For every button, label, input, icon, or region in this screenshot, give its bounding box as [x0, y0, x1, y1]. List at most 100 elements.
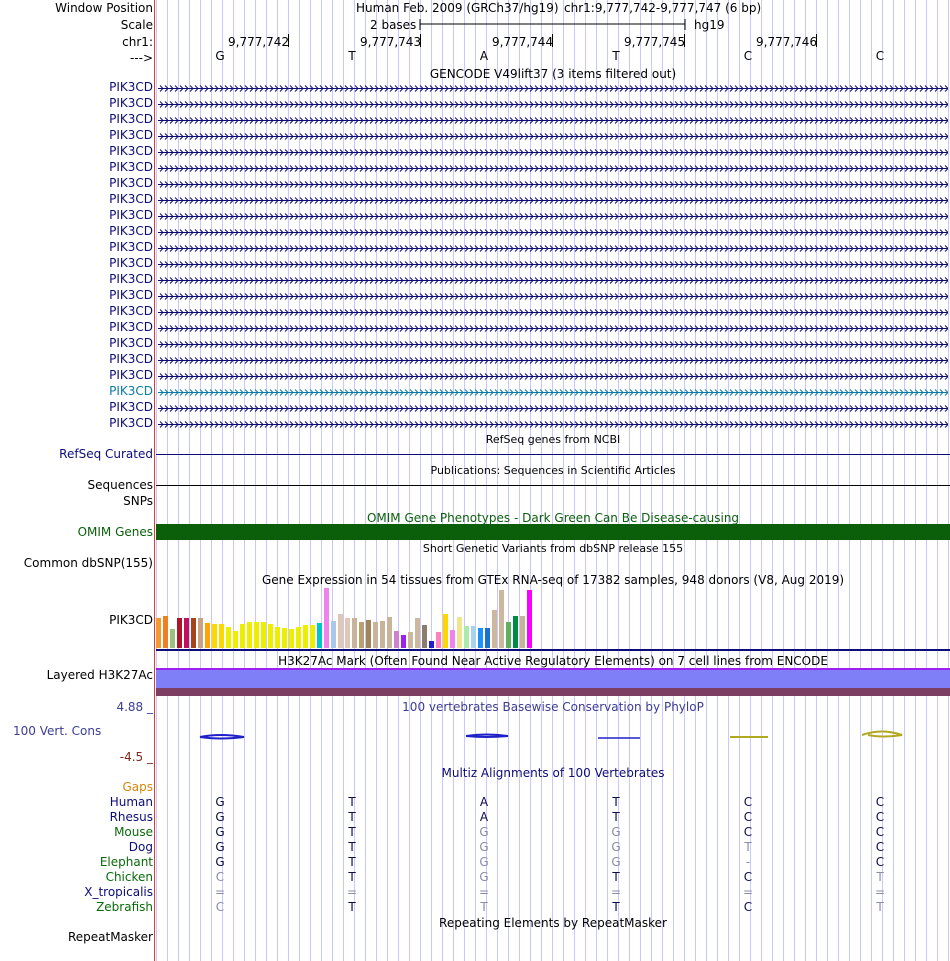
multiz-track-title[interactable]: Multiz Alignments of 100 Vertebrates — [441, 766, 665, 780]
gtex-tissue-bar[interactable] — [282, 628, 287, 648]
phylop-track-title[interactable]: 100 vertebrates Basewise Conservation by… — [402, 700, 704, 714]
multiz-species-label[interactable]: Dog — [128, 840, 153, 854]
gencode-transcript-label[interactable]: PIK3CD — [109, 240, 153, 254]
gencode-transcript-label[interactable]: PIK3CD — [109, 368, 153, 382]
gtex-tissue-bar[interactable] — [184, 618, 189, 648]
gencode-transcript-line[interactable] — [158, 145, 948, 159]
gtex-tissue-bar[interactable] — [219, 624, 224, 648]
gtex-tissue-bar[interactable] — [163, 616, 168, 648]
gtex-tissue-bar[interactable] — [401, 635, 406, 648]
gencode-transcript-label[interactable]: PIK3CD — [109, 352, 153, 366]
gtex-tissue-bar[interactable] — [268, 624, 273, 648]
gtex-tissue-bar[interactable] — [212, 624, 217, 648]
gencode-transcript-line[interactable] — [158, 385, 948, 399]
gtex-tissue-bar[interactable] — [520, 616, 525, 648]
gtex-tissue-bar[interactable] — [366, 620, 371, 648]
gtex-tissue-bar[interactable] — [387, 617, 392, 648]
gencode-transcript-line[interactable] — [158, 257, 948, 271]
repeatmasker-track-title[interactable]: Repeating Elements by RepeatMasker — [439, 916, 667, 930]
gtex-tissue-bar[interactable] — [331, 621, 336, 648]
gencode-transcript-line[interactable] — [158, 225, 948, 239]
dbsnp-label[interactable]: Common dbSNP(155) — [23, 556, 153, 570]
multiz-gaps-label[interactable]: Gaps — [122, 780, 153, 794]
gtex-tissue-bar[interactable] — [303, 625, 308, 648]
gtex-tissue-bar[interactable] — [478, 628, 483, 648]
gencode-transcript-label[interactable]: PIK3CD — [109, 320, 153, 334]
gtex-tissue-bar[interactable] — [422, 625, 427, 648]
refseq-track-title[interactable]: RefSeq genes from NCBI — [485, 433, 621, 446]
gtex-tissue-bar[interactable] — [254, 622, 259, 648]
gtex-tissue-bar[interactable] — [485, 628, 490, 648]
assembly-title[interactable]: Human Feb. 2009 (GRCh37/hg19) — [356, 1, 559, 15]
gtex-gene-label[interactable]: PIK3CD — [109, 613, 153, 627]
gencode-transcript-label[interactable]: PIK3CD — [109, 336, 153, 350]
gtex-tissue-bar[interactable] — [506, 622, 511, 648]
gtex-tissue-bar[interactable] — [324, 588, 329, 648]
gtex-tissue-bar[interactable] — [338, 614, 343, 648]
gencode-transcript-line[interactable] — [158, 417, 948, 431]
gencode-transcript-line[interactable] — [158, 161, 948, 175]
gtex-tissue-bar[interactable] — [247, 622, 252, 648]
gtex-tissue-bar[interactable] — [310, 625, 315, 648]
omim-gene-bar[interactable] — [156, 524, 950, 540]
gtex-tissue-bar[interactable] — [233, 631, 238, 648]
ruler-coordinate[interactable]: 9,777,743 — [360, 35, 422, 49]
h3k27ac-signal-lower[interactable] — [156, 688, 950, 696]
gencode-transcript-line[interactable] — [158, 321, 948, 335]
gtex-tissue-bar[interactable] — [513, 616, 518, 648]
gtex-tissue-bar[interactable] — [394, 631, 399, 648]
gencode-transcript-line[interactable] — [158, 289, 948, 303]
multiz-species-label[interactable]: X_tropicalis — [84, 885, 153, 899]
gencode-transcript-line[interactable] — [158, 129, 948, 143]
h3k27ac-signal-upper[interactable] — [156, 668, 950, 690]
gencode-transcript-line[interactable] — [158, 97, 948, 111]
gtex-tissue-bar[interactable] — [226, 627, 231, 648]
gencode-transcript-line[interactable] — [158, 353, 948, 367]
gencode-transcript-label[interactable]: PIK3CD — [109, 128, 153, 142]
omim-track-title[interactable]: OMIM Gene Phenotypes - Dark Green Can Be… — [366, 511, 740, 525]
gencode-transcript-label[interactable]: PIK3CD — [109, 416, 153, 430]
gencode-transcript-label[interactable]: PIK3CD — [109, 192, 153, 206]
gtex-tissue-bar[interactable] — [415, 618, 420, 648]
gtex-tissue-bar[interactable] — [373, 622, 378, 648]
gtex-tissue-bar[interactable] — [289, 629, 294, 648]
gtex-tissue-bar[interactable] — [527, 590, 532, 648]
gtex-tissue-bar[interactable] — [198, 618, 203, 648]
ruler-coordinate[interactable]: 9,777,744 — [492, 35, 554, 49]
gencode-transcript-label[interactable]: PIK3CD — [109, 144, 153, 158]
multiz-species-label[interactable]: Rhesus — [109, 810, 153, 824]
gencode-transcript-label[interactable]: PIK3CD — [109, 400, 153, 414]
gencode-transcript-line[interactable] — [158, 81, 948, 95]
gtex-tissue-bar[interactable] — [359, 622, 364, 648]
gencode-transcript-label[interactable]: PIK3CD — [109, 80, 153, 94]
ruler-coordinate[interactable]: 9,777,742 — [228, 35, 290, 49]
ruler-coordinate[interactable]: 9,777,745 — [624, 35, 686, 49]
phylop-track-label[interactable]: 100 Vert. Cons — [13, 724, 102, 738]
gtex-tissue-bar[interactable] — [156, 618, 161, 648]
gencode-transcript-line[interactable] — [158, 209, 948, 223]
gtex-tissue-bar[interactable] — [317, 623, 322, 648]
gtex-tissue-bar[interactable] — [177, 618, 182, 648]
gtex-tissue-bar[interactable] — [499, 590, 504, 648]
publications-track-title[interactable]: Publications: Sequences in Scientific Ar… — [430, 464, 676, 477]
gencode-transcript-label[interactable]: PIK3CD — [109, 176, 153, 190]
gtex-tissue-bar[interactable] — [408, 632, 413, 648]
multiz-species-label[interactable]: Human — [109, 795, 153, 809]
gencode-transcript-line[interactable] — [158, 113, 948, 127]
gtex-tissue-bar[interactable] — [275, 627, 280, 648]
gencode-transcript-label[interactable]: PIK3CD — [109, 288, 153, 302]
gencode-transcript-label[interactable]: PIK3CD — [109, 208, 153, 222]
multiz-species-label[interactable]: Elephant — [99, 855, 153, 869]
multiz-species-label[interactable]: Chicken — [105, 870, 153, 884]
gencode-track-title[interactable]: GENCODE V49lift37 (3 items filtered out) — [429, 67, 677, 81]
gtex-tissue-bar[interactable] — [492, 610, 497, 648]
gtex-tissue-bar[interactable] — [261, 622, 266, 648]
gtex-tissue-bar[interactable] — [240, 624, 245, 648]
gencode-transcript-line[interactable] — [158, 401, 948, 415]
gtex-tissue-bar[interactable] — [443, 614, 448, 648]
h3k27ac-label[interactable]: Layered H3K27Ac — [46, 668, 153, 682]
publications-snps-label[interactable]: SNPs — [123, 494, 153, 508]
gtex-tissue-bar[interactable] — [296, 627, 301, 648]
gencode-transcript-line[interactable] — [158, 177, 948, 191]
h3k27ac-track-title[interactable]: H3K27Ac Mark (Often Found Near Active Re… — [278, 654, 828, 668]
